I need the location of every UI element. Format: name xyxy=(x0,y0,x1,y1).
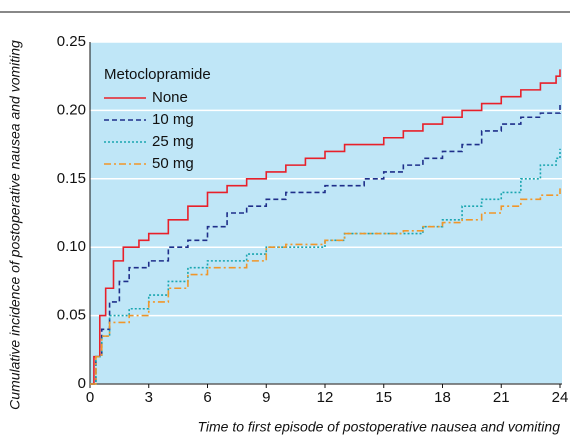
y-tick-label: 0.20 xyxy=(57,101,86,118)
x-tick-label: 6 xyxy=(203,389,211,406)
legend-title: Metoclopramide xyxy=(104,66,211,83)
x-tick-label: 24 xyxy=(552,389,569,406)
series-line xyxy=(90,148,561,385)
x-tick-label: 3 xyxy=(145,389,153,406)
series-line xyxy=(90,103,561,385)
x-axis-label: Time to first episode of postoperative n… xyxy=(197,419,560,435)
y-tick-label: 0 xyxy=(78,375,86,392)
x-tick-label: 12 xyxy=(317,389,334,406)
series-line xyxy=(90,188,561,385)
x-tick-label: 0 xyxy=(86,389,94,406)
legend-label: 50 mg xyxy=(152,155,194,172)
x-tick-label: 15 xyxy=(375,389,392,406)
x-tick-label: 9 xyxy=(262,389,270,406)
x-tick-label: 18 xyxy=(434,389,451,406)
plot-background xyxy=(90,42,562,384)
legend-label: None xyxy=(152,89,188,106)
y-tick-label: 0.15 xyxy=(57,170,86,187)
x-tick-label: 21 xyxy=(493,389,510,406)
y-tick-label: 0.25 xyxy=(57,33,86,50)
legend-label: 10 mg xyxy=(152,111,194,128)
y-axis-label: Cumulative incidence of postoperative na… xyxy=(7,40,23,410)
y-tick-label: 0.05 xyxy=(57,307,86,324)
y-tick-label: 0.10 xyxy=(57,238,86,255)
series-line xyxy=(90,69,561,385)
legend-label: 25 mg xyxy=(152,133,194,150)
